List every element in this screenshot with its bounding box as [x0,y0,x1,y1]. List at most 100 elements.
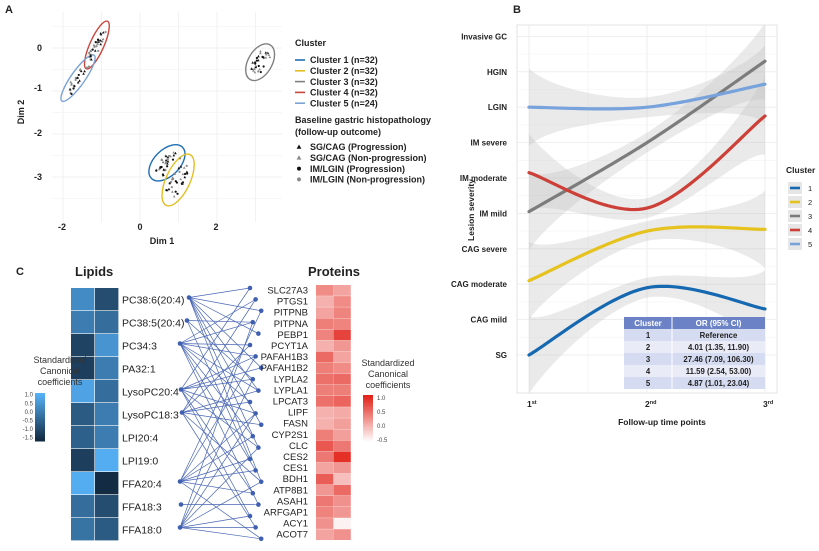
colorbar-tick: 0.5 [377,410,386,416]
data-point [69,80,72,82]
heatmap-cell [316,318,333,329]
data-point [88,65,90,67]
legend-label: 5 [808,240,812,249]
protein-label: SLC27A3 [267,286,308,297]
heatmap-cell [71,495,94,517]
link-node [251,491,256,496]
legend-title: Baseline gastric histopathology [295,115,431,125]
data-point [183,166,186,168]
data-point [186,165,188,167]
link-line [180,379,253,527]
heatmap-cell [316,296,333,307]
legend-label: SG/CAG (Non-progression) [310,153,427,163]
data-point [258,65,260,67]
data-point [78,74,80,76]
link-line [180,322,253,343]
heatmap-cell [95,380,118,402]
data-point [75,79,77,81]
heatmap-cell [95,357,118,379]
protein-label: PAFAH1B2 [261,363,308,374]
heatmap-cell [334,485,351,496]
data-point [184,173,186,175]
heatmap-cell [95,311,118,333]
link-node [256,445,261,450]
heatmap-cell [334,440,351,451]
legend-title: Cluster [295,38,327,48]
colorbar-segment [363,441,373,444]
protein-label: ASAH1 [277,496,308,507]
link-node [179,387,184,392]
lipid-label: FFA20:4 [122,479,162,491]
legend: Cluster Baseline gastric histopathology … [295,38,431,185]
table-cell: Reference [700,331,738,340]
link-line [180,413,256,527]
heatmap-cell [334,429,351,440]
heatmap-cell [71,403,94,425]
x-tick-suffix: st [532,400,537,406]
heatmap-cell [316,418,333,429]
data-point [256,59,258,61]
protein-label: BDH1 [283,474,308,485]
heatmap-cell [334,296,351,307]
data-point [76,77,78,79]
link-line [180,482,253,494]
legend-title: (follow-up outcome) [295,127,381,137]
heatmap-cell [316,429,333,440]
data-point [94,49,97,51]
y-tick-label: IM severe [471,139,508,148]
protein-label: PCYT1A [271,341,309,352]
lipid-label: FFA18:0 [122,525,162,537]
link-node [185,318,190,323]
data-point [70,83,72,85]
colorbar-tick: -1.0 [23,427,34,433]
panel-c-heatmap: Lipids Proteins PC38:6(20:4)PC38:5(20:4)… [23,264,415,541]
heatmap-cell [334,407,351,418]
proteins-title: Proteins [308,264,360,279]
heatmap-cell [316,452,333,463]
data-point [166,165,168,167]
data-point [251,61,254,63]
heatmap-cell [334,474,351,485]
data-point [95,45,97,47]
data-point [161,159,163,161]
heatmap-cell [334,452,351,463]
heatmap-cell [316,374,333,385]
heatmap-cell [334,363,351,374]
link-node [248,343,253,348]
heatmap-cell [334,529,351,540]
heatmap-cell [95,403,118,425]
x-tick: 2 [213,222,218,232]
heatmap-cell [71,472,94,494]
protein-label: LYPLA2 [274,374,308,385]
data-point [186,170,189,172]
legend-title: Canonical [40,366,80,376]
heatmap-cell [71,334,94,356]
table-cell: 27.46 (7.09, 106.30) [683,355,754,364]
link-line [180,482,261,539]
heatmap-cell [334,374,351,385]
panel-a-scatter: -2 0 2 0 -1 -2 -3 Dim 1 Dim 2 Cluster Ba… [16,12,431,246]
triangle-marker-icon [297,155,302,159]
circle-marker-icon [297,177,301,181]
link-node [248,400,253,405]
data-point [79,68,82,70]
link-node [259,309,264,314]
legend-title: Standardized [361,358,414,368]
y-axis-label: Lesion severity [466,179,476,241]
data-point [93,46,95,48]
data-point [179,178,182,180]
data-point [83,70,86,72]
y-tick-label: HGIN [487,68,507,77]
data-point [72,87,74,89]
link-node [248,514,253,519]
data-point [269,56,272,58]
protein-label: CES1 [283,463,308,474]
heatmap-cell [316,518,333,529]
data-point [257,55,260,57]
triangle-marker-icon [297,145,302,149]
link-line [180,459,250,482]
heatmap-cell [316,529,333,540]
heatmap-cell [95,288,118,310]
